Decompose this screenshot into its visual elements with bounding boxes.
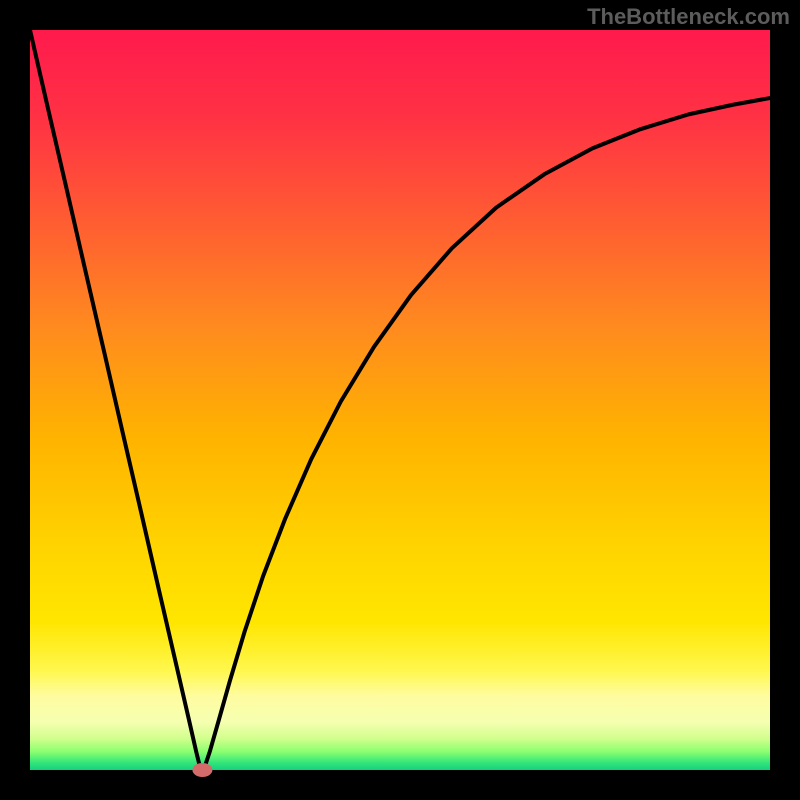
- chart-svg: [0, 0, 800, 800]
- optimal-point-marker: [192, 763, 212, 777]
- plot-area: [30, 30, 770, 770]
- bottleneck-chart: TheBottleneck.com: [0, 0, 800, 800]
- watermark-text: TheBottleneck.com: [587, 4, 790, 30]
